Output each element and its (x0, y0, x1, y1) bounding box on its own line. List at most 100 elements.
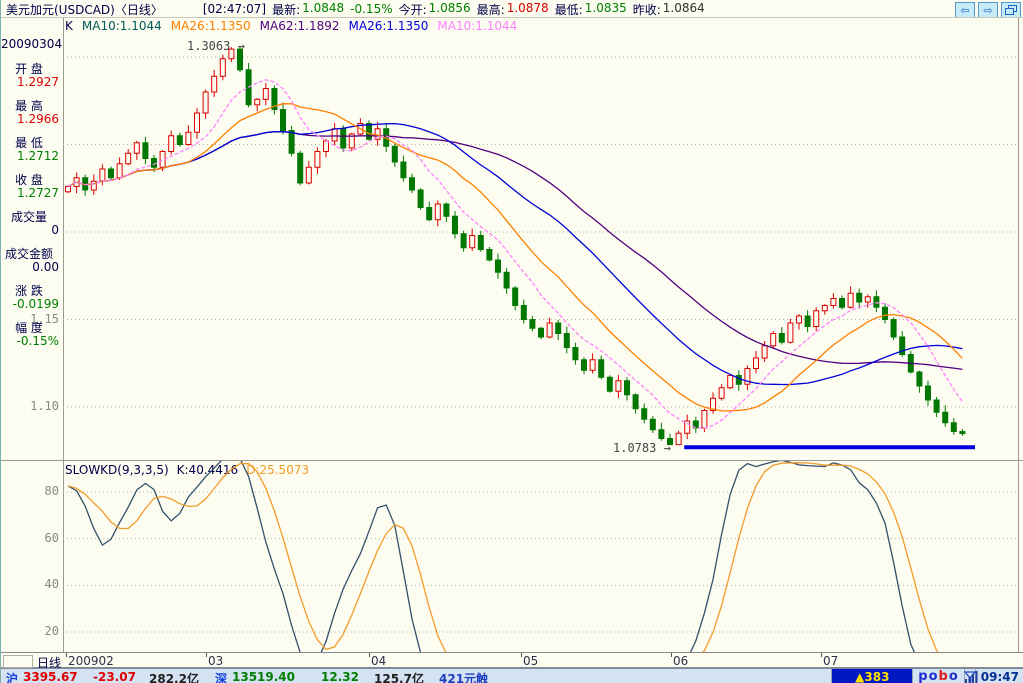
month-tick (821, 653, 822, 657)
candle (538, 327, 544, 338)
candle (942, 411, 949, 424)
slowkd-d-value: D:25.5073 (246, 463, 310, 477)
candle (65, 186, 71, 193)
pobo-logo: po b o (912, 669, 964, 683)
advancers-badge: ▲383 (831, 669, 913, 683)
candle (460, 233, 467, 249)
kd-axis-label: 20 (44, 624, 59, 638)
kd-axis-label: 40 (44, 577, 59, 592)
candle (211, 75, 218, 93)
status-item: 125.7亿 (374, 672, 424, 683)
candle (916, 371, 923, 387)
candle (254, 98, 261, 106)
candle (176, 135, 183, 145)
titlebar-divider (1, 17, 1023, 18)
sidebar-field-value: 0.00 (32, 260, 59, 274)
slowkd-header: SLOWKD(9,3,3,5) K:40.4416 D:25.5073 (65, 463, 309, 477)
slowkd-chart[interactable] (63, 461, 1018, 652)
pane-label-k: K (65, 19, 73, 33)
candle (185, 131, 192, 145)
candle (340, 128, 347, 149)
candle (581, 359, 587, 371)
sidebar-field-value: 0 (51, 223, 59, 237)
right-edge-divider (1018, 18, 1019, 652)
candle (280, 109, 286, 131)
price-axis-label: 1.15 (30, 311, 59, 326)
ma-legend-row: K MA10:1.1044 MA26:1.1350 MA62:1.1892 MA26:… (65, 19, 517, 33)
candle (99, 168, 106, 182)
sidebar-field: 幅 度 -0.15% (1, 319, 61, 349)
prevclose-label: 昨收: (632, 2, 661, 17)
candle (202, 91, 209, 114)
candle (804, 315, 811, 327)
sidebar-field: 收 盘 1.2727 (1, 171, 61, 201)
candle (615, 380, 622, 392)
candle (770, 333, 777, 347)
last-label: 最新: (272, 2, 301, 17)
candlestick-chart[interactable] (63, 35, 1018, 460)
ma-legend-item: MA62:1.1892 (259, 19, 340, 33)
connection-status-cell (963, 669, 978, 683)
ma-line-MA26 (67, 103, 963, 412)
candle (125, 152, 132, 165)
candle (228, 48, 235, 60)
sidebar-field: 成交金额 0.00 (1, 245, 61, 275)
candle (469, 235, 476, 249)
forward-arrow-button[interactable]: ⇨ (978, 2, 998, 18)
ma-line-MA10 (67, 79, 963, 429)
candle (933, 399, 940, 413)
candle (443, 203, 450, 217)
back-arrow-button[interactable]: ⇦ (955, 2, 975, 18)
candle (314, 151, 321, 168)
sidebar-field: 开 盘 1.2927 (1, 60, 61, 90)
sidebar-field-value: 1.2927 (17, 75, 59, 89)
month-label: 06 (673, 654, 689, 668)
high-value: 1.0878 (506, 0, 549, 15)
cascade-windows-button[interactable] (1001, 2, 1021, 18)
axis-resize-grip[interactable] (3, 655, 33, 668)
kd-axis-label: 80 (44, 484, 59, 498)
month-tick (206, 653, 207, 657)
candle (882, 306, 888, 320)
sidebar-field-value: 1.2712 (17, 149, 59, 163)
candle (417, 189, 424, 208)
slowkd-k-value: K:40.4416 (176, 463, 239, 477)
candle (950, 422, 957, 432)
sidebar-field-value: 1.2966 (17, 112, 59, 126)
candle (710, 397, 716, 411)
candle (847, 292, 854, 308)
ma-line-MA26b (67, 122, 963, 386)
candle (331, 128, 338, 142)
candle (271, 88, 278, 110)
sidebar-field-value: 1.2727 (17, 186, 59, 200)
title-bar: 美元加元(USDCAD)〈日线〉 [02:47:07] 最新: 1.0848 -0… (1, 0, 1023, 18)
month-tick (66, 653, 67, 657)
candle (391, 145, 398, 163)
candle (839, 298, 845, 308)
candle (288, 130, 295, 154)
sidebar-field-label: 成交量 (10, 210, 47, 224)
month-label: 200902 (68, 654, 114, 668)
instrument-title: 美元加元(USDCAD)〈日线〉 (6, 2, 163, 17)
candle (452, 215, 458, 235)
candle (572, 347, 579, 361)
candle (821, 305, 828, 312)
status-item: 282.2亿 (149, 672, 199, 683)
candle (434, 203, 441, 221)
candle (890, 319, 897, 338)
ma-legend-item: MA26:1.1350 (348, 19, 429, 33)
candle (864, 296, 871, 303)
time-axis: 日线 200902 03 04 05 06 07 (1, 652, 1023, 670)
ma-legend-item: MA26:1.1350 (170, 19, 251, 33)
candle (555, 322, 562, 334)
sidebar-field-label: 涨 跌 (15, 284, 43, 298)
candle (675, 432, 682, 446)
candle (692, 420, 699, 429)
candle (959, 431, 966, 435)
status-item: 421元触 (439, 672, 489, 683)
status-item: -23.07 (93, 670, 136, 683)
candle (262, 88, 269, 100)
sidebar-field: 最 低 1.2712 (1, 134, 61, 164)
candle (667, 438, 673, 446)
